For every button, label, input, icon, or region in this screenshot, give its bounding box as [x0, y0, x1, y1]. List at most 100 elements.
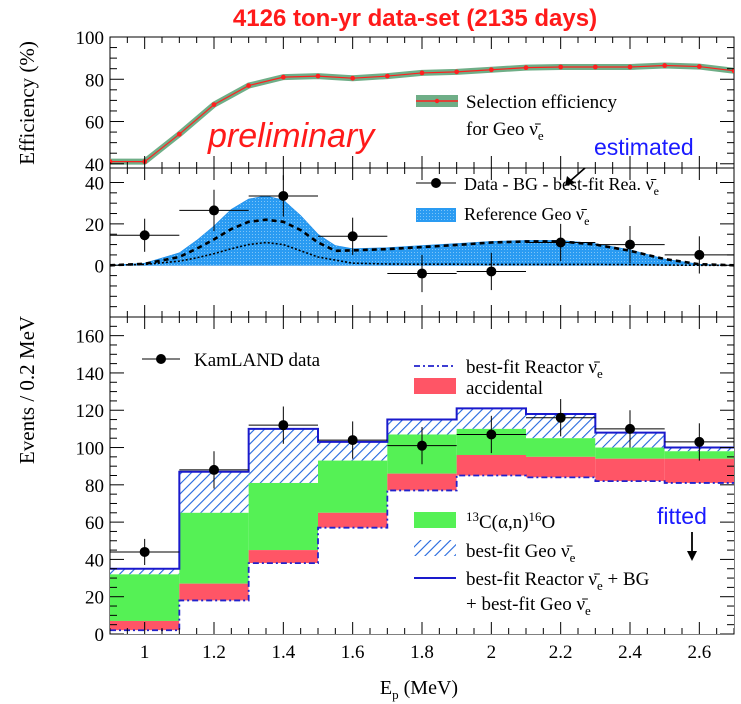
c13-bin — [248, 482, 318, 551]
y-tick-label: 20 — [85, 215, 104, 236]
accidental-bin — [595, 458, 665, 482]
accidental-bin — [664, 458, 734, 483]
data-point — [555, 237, 566, 248]
efficiency-legend: Selection efficiency for Geo ν̄e — [416, 92, 618, 143]
x-tick-label: 2.4 — [618, 642, 642, 663]
legend-accidental: accidental — [466, 378, 543, 399]
y-tick-label: 40 — [85, 155, 104, 176]
efficiency-point — [110, 159, 113, 165]
chart-title: 4126 ton-yr data-set (2135 days) — [233, 5, 597, 32]
y-tick-label: 100 — [76, 28, 105, 49]
c13-bin — [318, 460, 388, 513]
y-tick-label: 60 — [85, 513, 104, 534]
x-axis-label: Ep (MeV) — [380, 677, 458, 702]
reference-th-curve — [110, 241, 734, 267]
x-tick-label: 1.4 — [271, 642, 295, 663]
y-tick-label: 140 — [76, 364, 105, 385]
y-tick-label: 0 — [95, 625, 105, 646]
reactor-bin — [664, 482, 734, 634]
reactor-step-line — [110, 474, 734, 632]
kamland-point — [625, 423, 635, 434]
legend-accidental-swatch — [414, 378, 456, 394]
x-tick-label: 1.2 — [202, 642, 226, 663]
efficiency-point — [419, 70, 425, 76]
data-point — [486, 266, 497, 277]
difference-legend: Data - BG - best-fit Rea. ν̄e Reference … — [416, 174, 659, 228]
kamland-point — [694, 436, 705, 447]
fitted-annotation: fitted — [657, 503, 707, 529]
efficiency-point — [246, 83, 252, 88]
legend-efficiency-line2: for Geo ν̄e — [466, 119, 544, 143]
accidental-bin — [526, 456, 596, 478]
c13-bin — [595, 447, 665, 459]
y-tick-label: 160 — [76, 327, 105, 348]
legend-reference-swatch — [416, 208, 456, 222]
difference-axes: 0 20 40 — [85, 168, 735, 317]
legend-data-marker — [431, 178, 441, 188]
x-tick-label: 2 — [487, 642, 497, 663]
legend-geo-swatch — [414, 540, 456, 556]
accidental-bin — [318, 512, 388, 528]
efficiency-point — [696, 64, 702, 69]
kamland-point — [347, 435, 358, 446]
total-step-line — [110, 407, 734, 570]
data-point — [694, 249, 705, 260]
x-tick-label: 1.8 — [410, 642, 434, 663]
accidental-bin — [179, 583, 249, 601]
legend-reactor: best-fit Reactor ν̄e — [466, 357, 603, 381]
legend-geo: best-fit Geo ν̄e — [466, 541, 576, 565]
efficiency-point — [731, 68, 734, 74]
spectrum-legend-upper: KamLAND data best-fit Reactor ν̄e accide… — [142, 350, 603, 399]
difference-plot — [110, 175, 734, 293]
y-tick-label: 120 — [76, 401, 105, 422]
preliminary-annotation: preliminary — [207, 117, 376, 155]
data-point — [139, 230, 150, 241]
kamland-point — [555, 412, 566, 423]
data-point — [417, 268, 427, 279]
efficiency-plot — [110, 62, 734, 165]
efficiency-point — [662, 63, 668, 68]
reactor-bin — [456, 475, 526, 634]
legend-sum1: best-fit Reactor ν̄e + BG — [466, 569, 650, 593]
y-tick-label: 100 — [76, 439, 105, 460]
efficiency-point — [315, 73, 321, 79]
efficiency-ylabel: Efficiency (%) — [15, 41, 39, 165]
x-tick-label: 2.2 — [549, 642, 573, 663]
legend-c13: 13C(α,n)16O — [466, 509, 555, 533]
legend-c13-swatch — [414, 512, 456, 528]
kamland-point — [209, 464, 219, 475]
geo-hatch-bin — [110, 568, 180, 575]
fitted-arrow — [687, 532, 697, 561]
y-tick-label: 40 — [85, 173, 104, 194]
efficiency-point — [627, 64, 633, 70]
c13-bin — [110, 574, 180, 621]
reactor-bin — [318, 527, 388, 634]
legend-efficiency-line1: Selection efficiency — [466, 92, 618, 113]
efficiency-point — [592, 64, 598, 70]
accidental-bin — [248, 550, 318, 564]
spectrum-legend-lower: 13C(α,n)16O best-fit Geo ν̄e best-fit Re… — [414, 509, 650, 618]
y-tick-label: 80 — [85, 476, 104, 497]
efficiency-point — [350, 75, 356, 81]
efficiency-axes: 40 60 80 100 — [76, 28, 735, 176]
reference-u-curve — [110, 218, 734, 267]
efficiency-point — [558, 64, 564, 70]
efficiency-point — [454, 69, 460, 75]
kamland-point — [278, 420, 289, 431]
efficiency-point — [211, 102, 217, 108]
data-point — [278, 190, 289, 201]
legend-reference: Reference Geo ν̄e — [464, 204, 589, 228]
y-tick-label: 60 — [85, 113, 104, 134]
reference-geo-area — [110, 195, 734, 266]
legend-kamland-marker — [156, 354, 166, 364]
c13-bin — [526, 438, 596, 457]
x-tick-label: 1 — [140, 642, 150, 663]
data-point — [209, 205, 219, 216]
kamland-point — [139, 546, 150, 557]
y-tick-label: 80 — [85, 70, 104, 91]
legend-kamland: KamLAND data — [194, 350, 321, 371]
spectrum-ylabel: Events / 0.2 MeV — [15, 316, 39, 464]
y-tick-label: 0 — [95, 256, 105, 277]
data-point — [347, 231, 358, 242]
